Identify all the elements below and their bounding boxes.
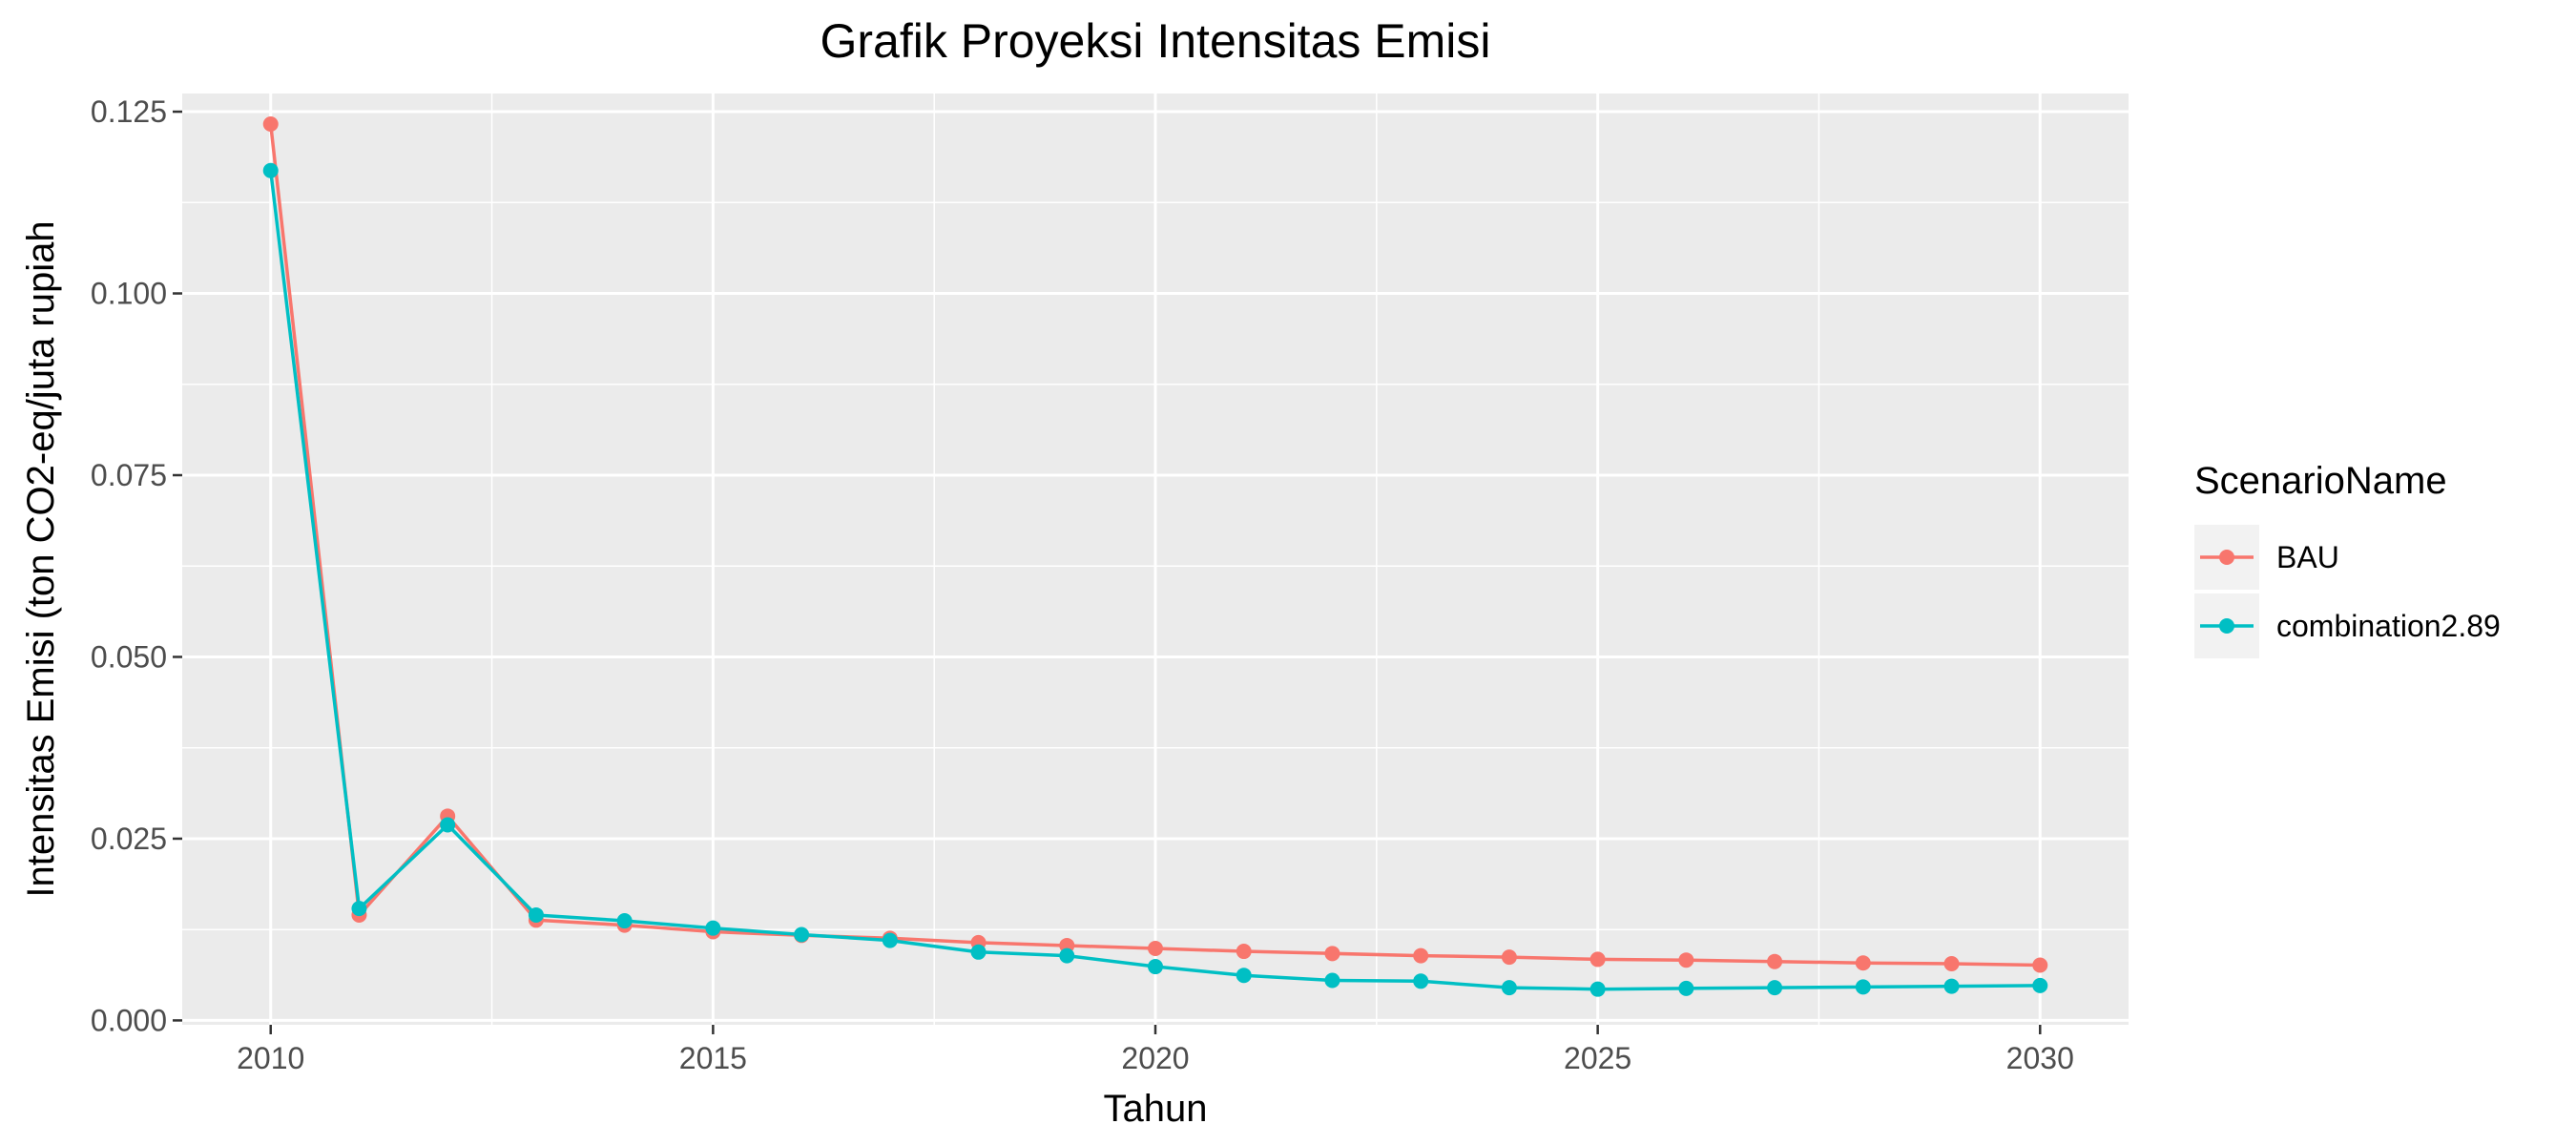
y-tick-label: 0.050 — [91, 639, 167, 674]
x-tick-label: 2010 — [237, 1041, 304, 1075]
grid-major — [182, 94, 2129, 1025]
x-tick-label: 2015 — [679, 1041, 747, 1075]
legend-title: ScenarioName — [2194, 460, 2447, 502]
data-point — [1501, 949, 1517, 966]
data-point — [616, 913, 633, 929]
axis-ticks — [173, 110, 2042, 1034]
x-tick-labels: 2010 2015 2020 2025 2030 — [237, 1041, 2074, 1075]
data-point — [1501, 980, 1517, 996]
data-point — [440, 817, 456, 833]
legend-label: combination2.89 — [2276, 609, 2501, 643]
data-point — [1678, 952, 1694, 968]
legend-entry: BAU — [2194, 525, 2339, 590]
data-point — [794, 926, 810, 943]
legend-label: BAU — [2276, 540, 2339, 574]
data-point — [2032, 957, 2048, 973]
data-point — [2032, 977, 2048, 993]
legend-key-point — [2219, 618, 2234, 634]
data-point — [1236, 944, 1252, 960]
legend: ScenarioName BAU combination2.89 — [2194, 460, 2501, 658]
data-point — [262, 162, 279, 178]
data-point — [1589, 951, 1606, 968]
x-tick-label: 2030 — [2006, 1041, 2074, 1075]
data-point — [1767, 953, 1783, 969]
data-point — [882, 932, 898, 948]
data-point — [1943, 956, 1960, 971]
data-point — [1589, 981, 1606, 997]
data-point — [1855, 979, 1871, 995]
data-point — [1324, 972, 1340, 989]
data-point — [1236, 968, 1252, 984]
data-point — [528, 906, 544, 923]
data-point — [1324, 946, 1340, 962]
data-point — [1767, 980, 1783, 996]
y-tick-label: 0.000 — [91, 1003, 167, 1037]
y-tick-labels: 0.000 0.025 0.050 0.075 0.100 0.125 — [91, 94, 167, 1037]
data-point — [1855, 955, 1871, 971]
legend-entries: BAU combination2.89 — [2194, 525, 2501, 658]
series-points — [262, 116, 2048, 997]
data-point — [705, 920, 721, 936]
data-point — [1413, 973, 1429, 989]
y-tick-label: 0.075 — [91, 458, 167, 492]
data-point — [1413, 947, 1429, 964]
data-point — [1678, 980, 1694, 996]
x-axis-title: Tahun — [1104, 1088, 1208, 1130]
data-point — [970, 944, 987, 960]
legend-key-point — [2219, 550, 2234, 565]
data-point — [1148, 959, 1163, 975]
x-tick-label: 2020 — [1121, 1041, 1189, 1075]
y-tick-label: 0.025 — [91, 822, 167, 856]
data-point — [351, 901, 367, 917]
y-tick-label: 0.125 — [91, 94, 167, 129]
data-point — [1943, 978, 1960, 994]
chart-title: Grafik Proyeksi Intensitas Emisi — [821, 14, 1491, 68]
x-tick-label: 2025 — [1564, 1041, 1631, 1075]
data-point — [1059, 947, 1075, 964]
data-point — [262, 116, 279, 132]
data-point — [1148, 941, 1163, 956]
y-tick-label: 0.100 — [91, 277, 167, 311]
y-axis-title: Intensitas Emisi (ton CO2-eq/juta rupiah — [20, 220, 62, 897]
legend-entry: combination2.89 — [2194, 593, 2501, 658]
